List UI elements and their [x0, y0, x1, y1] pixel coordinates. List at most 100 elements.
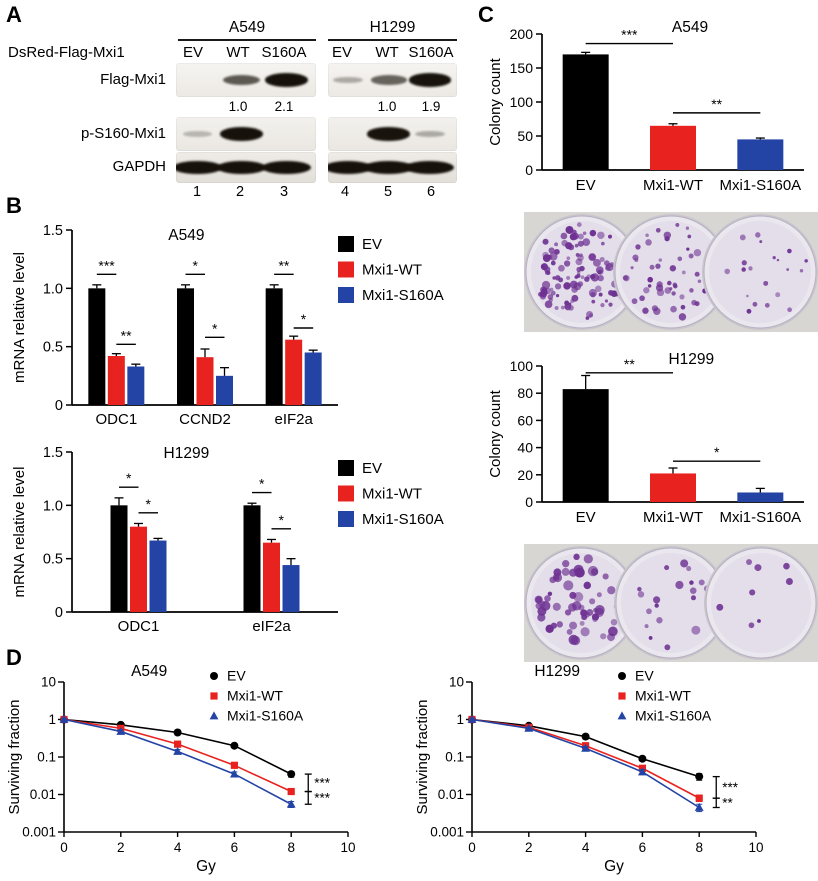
quant-value-2: 2.1 [274, 99, 294, 114]
svg-text:100: 100 [510, 94, 534, 110]
lane-number-2: 2 [235, 184, 245, 200]
svg-text:*: * [279, 512, 285, 528]
svg-text:**: ** [624, 356, 635, 372]
svg-text:8: 8 [695, 840, 703, 855]
svg-text:***: *** [314, 790, 331, 805]
quant-value-3: 1.0 [377, 99, 397, 114]
lane-number-5: 5 [383, 184, 393, 200]
svg-text:1: 1 [456, 712, 464, 727]
colony-image-a549 [524, 212, 818, 332]
svg-text:6: 6 [639, 840, 647, 855]
svg-text:4: 4 [174, 840, 182, 855]
svg-text:50: 50 [517, 128, 533, 144]
lane-label-ev-1: EV [182, 44, 204, 61]
blot-row-label-flag-mxi1: Flag-Mxi1 [100, 71, 166, 88]
svg-text:60: 60 [517, 412, 533, 428]
lane-label-ev-2: EV [331, 44, 353, 61]
svg-text:0.1: 0.1 [37, 750, 56, 765]
svg-text:Surviving fraction: Surviving fraction [6, 699, 23, 814]
svg-text:*: * [301, 311, 307, 327]
lane-number-1: 1 [192, 184, 202, 200]
quant-value-1: 1.0 [228, 99, 248, 114]
lane-number-6: 6 [426, 184, 436, 200]
svg-text:EV: EV [227, 668, 246, 684]
blot-flag-a549 [176, 63, 316, 97]
svg-text:4: 4 [582, 840, 590, 855]
chart-mrna-h1299: 0 0.5 1.0 1.5 H1299 mRNA relative level ODC1 eI… [11, 445, 444, 635]
chart-colony-h1299: 0 20 40 60 80 100 H1299 Colony count EV Mxi1-WT Mx… [487, 351, 804, 526]
lane-label-s160a-1: S160A [261, 44, 307, 61]
chart-colony-a549: 0 50 100 150 200 A549 Colony count EV Mxi1-WT Mxi… [487, 19, 804, 194]
a549-underline [178, 39, 316, 41]
blot-ps160-h1299 [328, 117, 457, 151]
svg-text:10: 10 [748, 840, 763, 855]
quant-value-4: 1.9 [421, 99, 441, 114]
svg-text:**: ** [278, 257, 289, 273]
svg-text:Mxi1-S160A: Mxi1-S160A [362, 511, 444, 528]
h1299-underline [328, 39, 457, 41]
svg-text:0: 0 [525, 162, 533, 178]
svg-text:H1299: H1299 [534, 663, 580, 680]
lane-number-4: 4 [340, 184, 350, 200]
svg-text:ODC1: ODC1 [118, 618, 160, 635]
svg-text:0.001: 0.001 [22, 825, 56, 840]
svg-text:1.5: 1.5 [43, 445, 63, 461]
chart-mrna-a549: 0 0.5 1.0 1.5 A549 mRNA relative level ODC1 CCN… [11, 223, 444, 428]
svg-text:Gy: Gy [196, 858, 216, 875]
svg-text:0.01: 0.01 [438, 787, 464, 802]
svg-text:ODC1: ODC1 [95, 411, 137, 428]
svg-text:*: * [212, 320, 218, 336]
svg-text:H1299: H1299 [668, 351, 714, 368]
lane-label-wt-1: WT [226, 44, 250, 61]
svg-text:***: *** [722, 780, 739, 795]
svg-text:8: 8 [287, 840, 295, 855]
svg-text:Mxi1-WT: Mxi1-WT [643, 177, 703, 194]
svg-text:**: ** [711, 96, 722, 112]
svg-text:150: 150 [510, 60, 534, 76]
svg-text:Mxi1-WT: Mxi1-WT [635, 688, 691, 704]
svg-text:***: *** [621, 27, 638, 43]
blot-gapdh-h1299 [328, 152, 457, 183]
svg-text:A549: A549 [131, 663, 167, 680]
svg-text:eIF2a: eIF2a [252, 618, 291, 635]
panel-b-label: B [6, 193, 22, 218]
svg-text:Colony count: Colony count [487, 57, 504, 145]
svg-text:1.0: 1.0 [43, 281, 63, 297]
blot-gapdh-a549 [176, 152, 316, 183]
svg-text:**: ** [121, 327, 132, 343]
svg-text:Mxi1-WT: Mxi1-WT [227, 688, 283, 704]
chart-survival-a549: 10 1 0.1 0.01 0.001 0 2 4 6 8 10 Gy Surviving fracti… [6, 663, 356, 875]
svg-text:Mxi1-S160A: Mxi1-S160A [719, 177, 801, 194]
lane-number-3: 3 [279, 184, 289, 200]
svg-text:Mxi1-S160A: Mxi1-S160A [362, 287, 444, 304]
blot-row-label-gapdh: GAPDH [112, 158, 166, 175]
svg-text:0.5: 0.5 [43, 340, 63, 356]
svg-text:1.5: 1.5 [43, 223, 63, 239]
svg-text:mRNA relative level: mRNA relative level [11, 467, 28, 598]
panel-d-label: D [6, 645, 22, 670]
svg-text:200: 200 [510, 26, 534, 42]
svg-text:mRNA relative level: mRNA relative level [11, 252, 28, 383]
svg-text:A549: A549 [168, 227, 204, 244]
svg-text:Gy: Gy [604, 858, 624, 875]
svg-text:20: 20 [517, 467, 533, 483]
svg-text:***: *** [314, 775, 331, 790]
svg-text:EV: EV [362, 460, 382, 477]
svg-text:EV: EV [362, 236, 382, 253]
svg-text:2: 2 [525, 840, 533, 855]
svg-text:A549: A549 [672, 19, 708, 36]
svg-text:0: 0 [55, 605, 63, 621]
svg-text:100: 100 [510, 358, 534, 374]
svg-text:Mxi1-WT: Mxi1-WT [643, 509, 703, 526]
panel-c-label: C [478, 2, 494, 27]
svg-text:EV: EV [635, 668, 654, 684]
construct-label: DsRed-Flag-Mxi1 [8, 44, 125, 61]
svg-text:*: * [193, 257, 199, 273]
colony-image-h1299 [524, 544, 818, 662]
svg-text:*: * [146, 496, 152, 512]
blot-flag-h1299 [328, 63, 457, 97]
svg-text:**: ** [722, 795, 733, 810]
svg-text:Mxi1-WT: Mxi1-WT [362, 262, 422, 279]
cellline-header-h1299: H1299 [369, 19, 416, 36]
